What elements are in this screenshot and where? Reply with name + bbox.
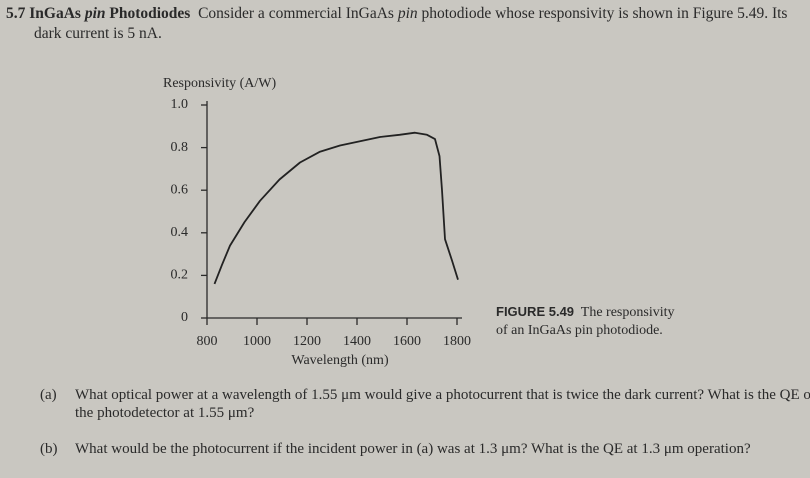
y-tick-label: 0.6	[171, 182, 189, 197]
question-text: What optical power at a wavelength of 1.…	[75, 387, 810, 421]
intro: Consider a commercial InGaAs	[198, 5, 394, 22]
x-tick-label: 1800	[443, 334, 471, 349]
title: pin	[84, 5, 106, 22]
question: (b) What would be the photocurrent if the…	[40, 440, 810, 458]
problem-number: 5.7	[6, 5, 26, 22]
title: Photodiodes	[109, 5, 191, 22]
figure-caption: FIGURE 5.49 The responsivity of an InGaA…	[496, 303, 676, 340]
responsivity-curve	[213, 131, 459, 285]
y-tick-label: 0.8	[171, 140, 189, 155]
y-tick-label: 0	[181, 310, 188, 325]
x-tick-label: 1000	[243, 334, 271, 349]
title: InGaAs	[29, 5, 81, 22]
x-axis-label: Wavelength (nm)	[291, 353, 389, 368]
x-tick-label: 1400	[343, 334, 371, 349]
question-label: (a)	[40, 387, 57, 403]
x-tick-label: 800	[197, 334, 218, 349]
x-tick-label: 1600	[393, 334, 421, 349]
caption-text: The responsivity of an InGaAs pin photod…	[496, 305, 675, 338]
intro: pin	[397, 5, 418, 22]
y-tick-label: 0.4	[171, 225, 189, 240]
question-label: (b)	[40, 441, 58, 457]
x-tick-label: 1200	[293, 334, 321, 349]
y-axis-label: Responsivity (A/W)	[163, 76, 276, 91]
caption-label: FIGURE 5.49	[496, 304, 575, 319]
intro: photodiode whose responsivity is shown i…	[34, 5, 788, 42]
question: (a) What optical power at a wavelength of…	[40, 386, 810, 422]
y-tick-label: 1.0	[171, 97, 189, 112]
problem-heading: 5.7 InGaAs pin Photodiodes Consider a co…	[6, 4, 804, 44]
y-tick-label: 0.2	[171, 268, 189, 283]
question-text: What would be the photocurrent if the in…	[75, 441, 751, 457]
